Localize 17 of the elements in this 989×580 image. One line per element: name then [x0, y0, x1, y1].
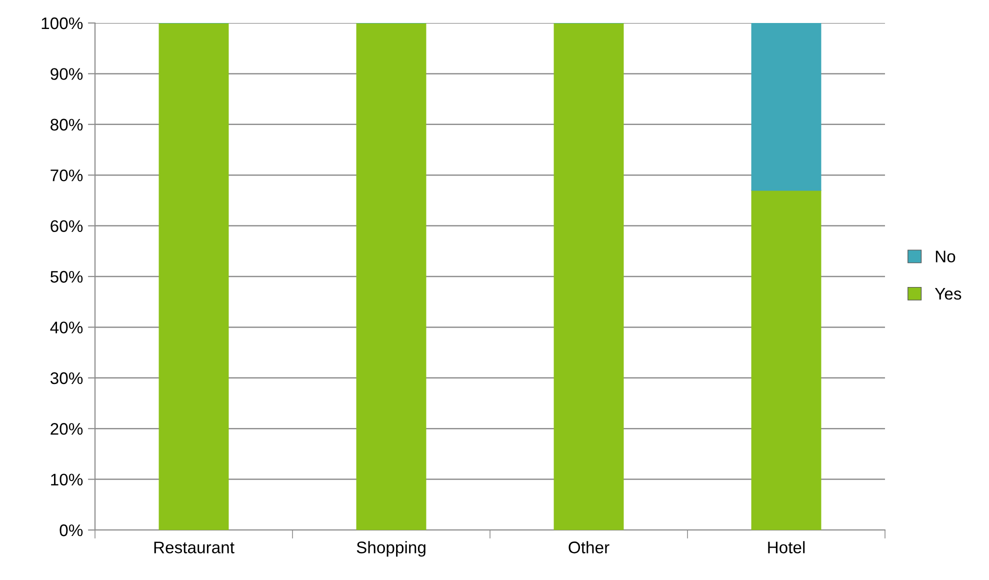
x-tick-label: Restaurant	[154, 542, 234, 554]
x-tick-label: Hotel	[768, 541, 805, 554]
y-tick-label: 90%	[50, 68, 83, 80]
y-tick-label: 10%	[51, 474, 83, 486]
legend-label: Yes	[934, 288, 962, 300]
x-tick-label: Shopping	[356, 541, 426, 557]
y-tick-label: 50%	[50, 270, 83, 283]
legend-label: No	[936, 250, 956, 262]
y-tick-label: 20%	[50, 423, 83, 435]
x-tick-label: Other	[568, 541, 610, 554]
y-tick-label: 40%	[50, 322, 83, 334]
y-tick-label: 100%	[42, 17, 83, 30]
y-tick-label: 60%	[50, 220, 83, 232]
y-tick-label: 80%	[50, 118, 83, 131]
y-tick-label: 70%	[50, 170, 83, 182]
y-tick-label: 0%	[60, 524, 83, 536]
y-tick-label: 30%	[50, 372, 83, 384]
